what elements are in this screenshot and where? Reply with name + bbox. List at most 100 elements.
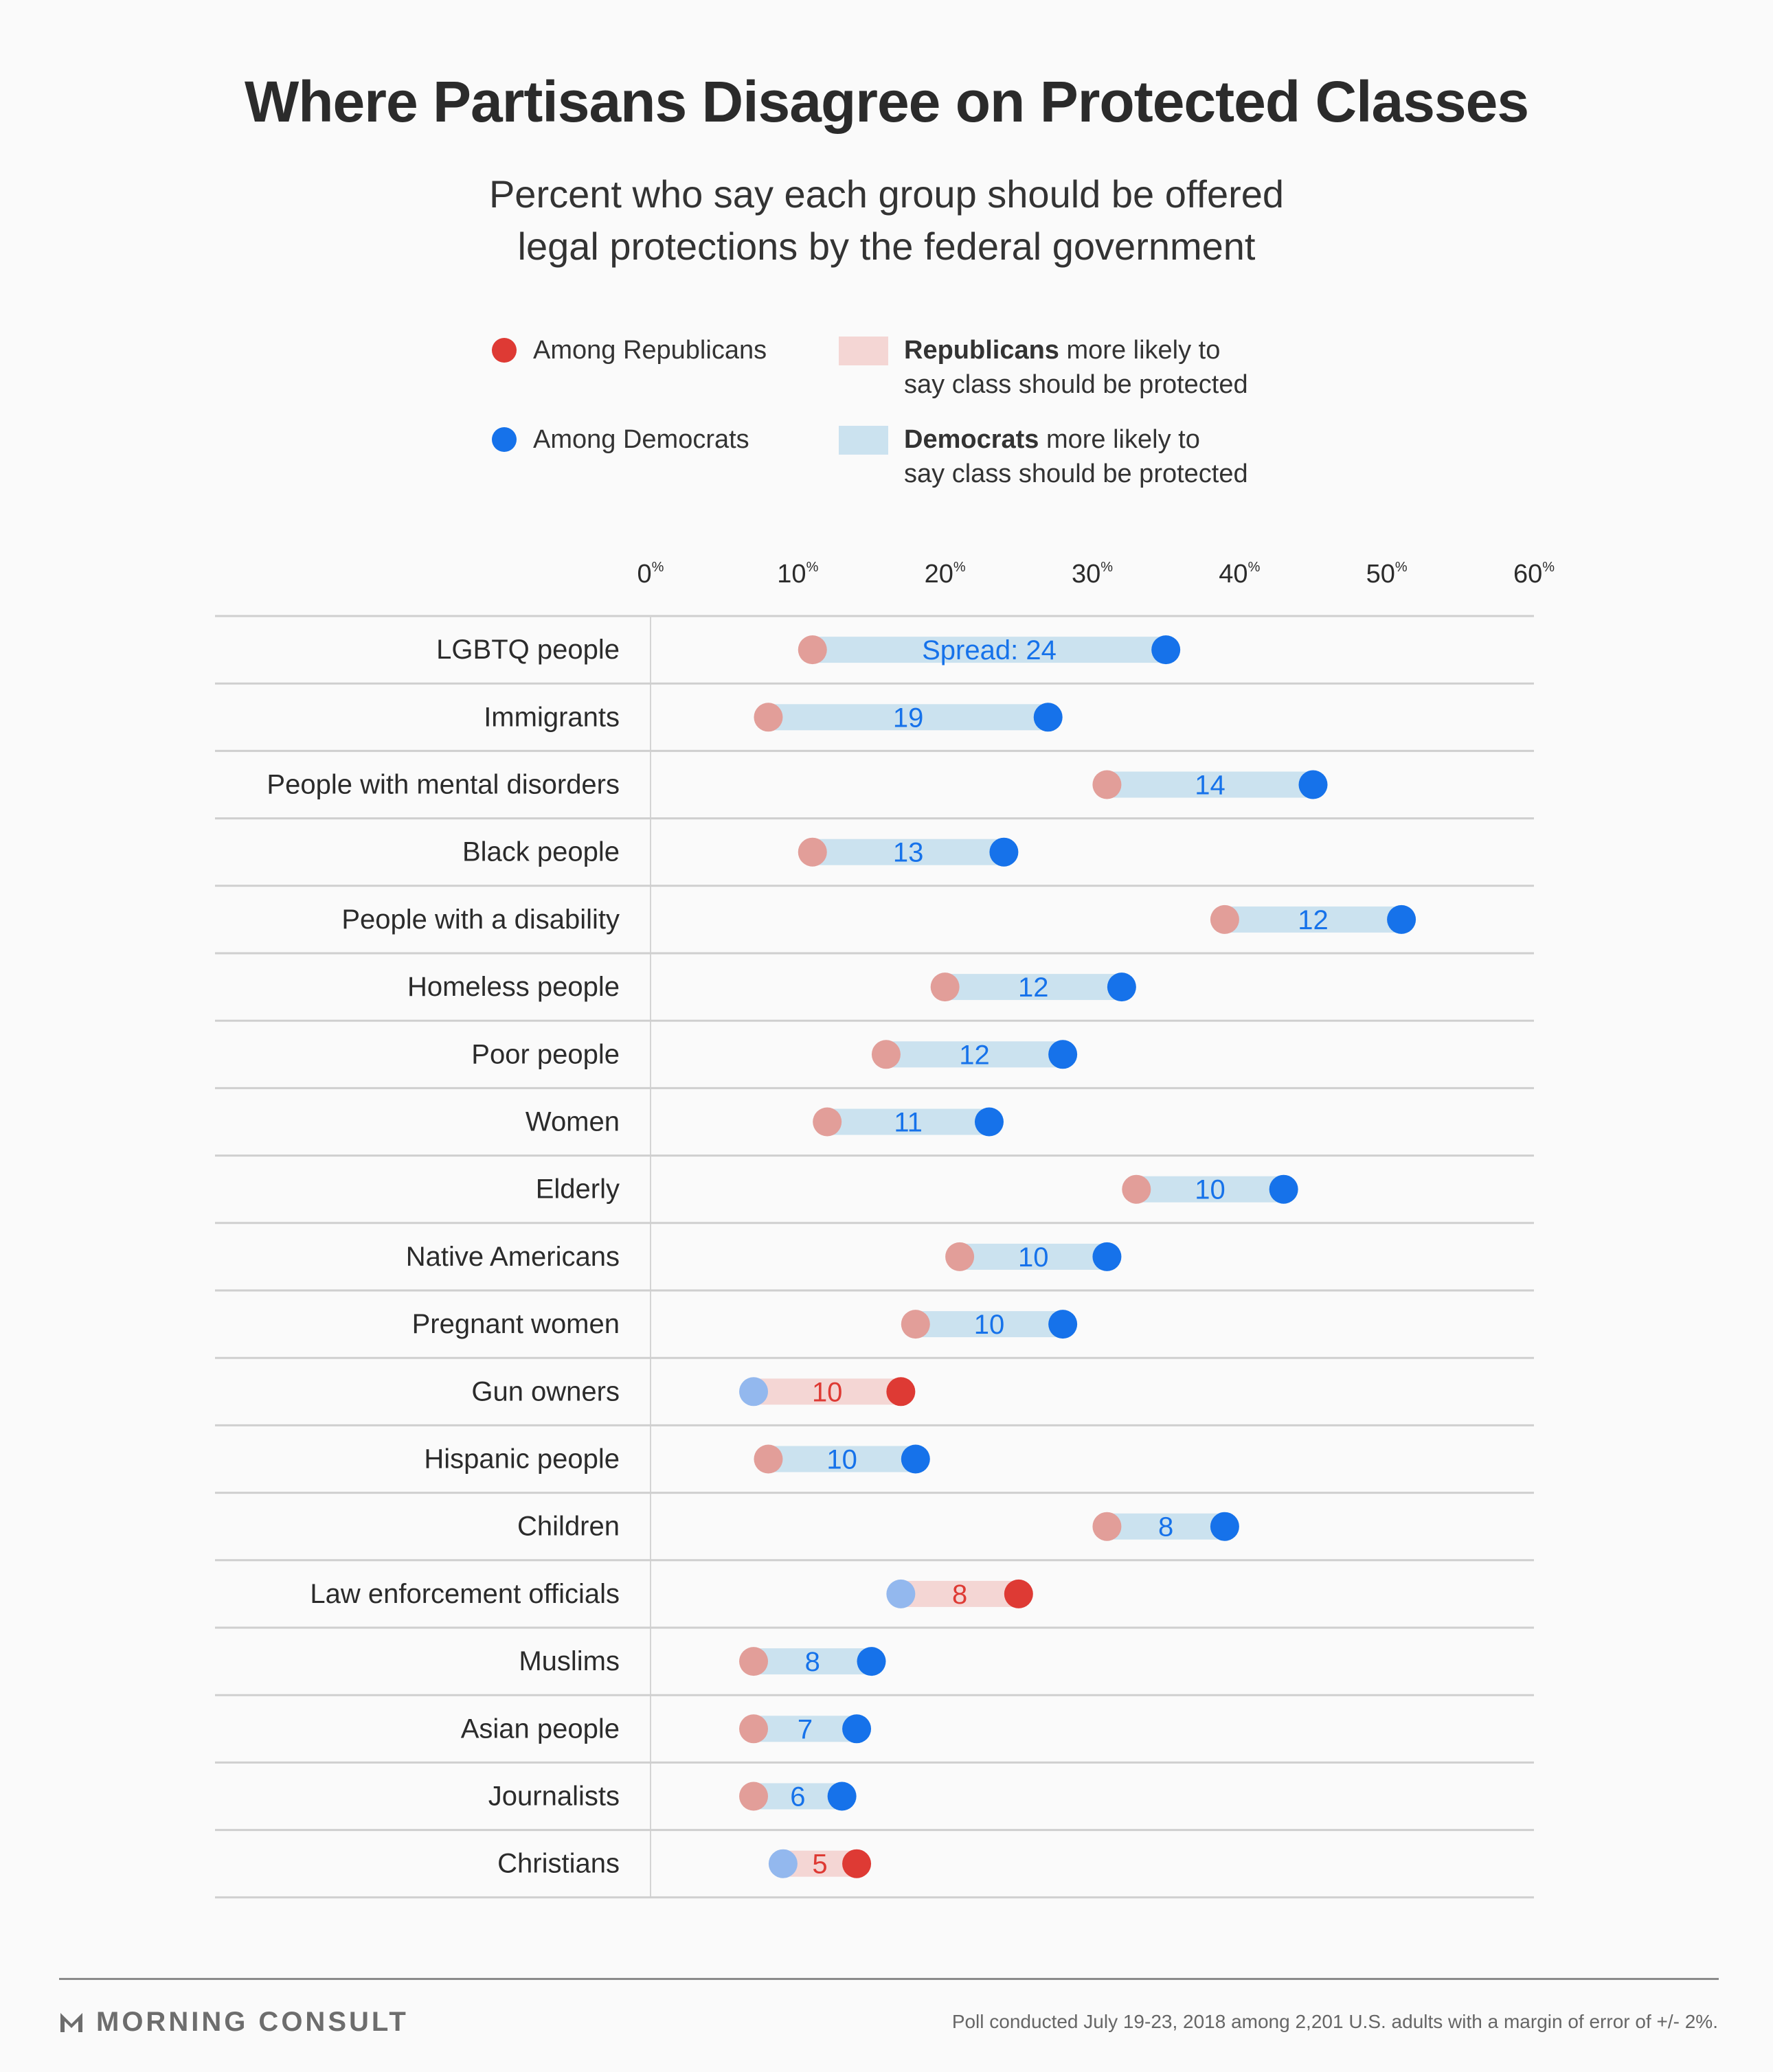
spread-label: 5 <box>812 1849 827 1880</box>
legend-rep-dot-icon <box>492 338 517 363</box>
spread-label: 12 <box>1298 905 1329 935</box>
subtitle-line-2: legal protections by the federal governm… <box>517 225 1256 268</box>
spread-label: 8 <box>1158 1512 1173 1542</box>
dem-dot <box>768 1849 798 1878</box>
x-tick-label: 10% <box>777 560 818 589</box>
dem-dot <box>739 1377 769 1407</box>
spread-label: 10 <box>1018 1242 1049 1273</box>
legend-dem-bar-bold: Democrats <box>904 425 1039 454</box>
legend-rep-bar-line2: say class should be protected <box>904 370 1248 399</box>
dem-dot <box>1107 972 1136 1002</box>
legend-dem-label: Among Democrats <box>533 425 749 454</box>
spread-label: 6 <box>790 1782 805 1812</box>
chart-title: Where Partisans Disagree on Protected Cl… <box>244 69 1529 134</box>
row-label: Native Americans <box>406 1242 620 1272</box>
spread-label: 10 <box>1195 1175 1226 1205</box>
legend-dem-bar-swatch <box>839 426 888 455</box>
spread-bar <box>960 1243 1107 1270</box>
rep-dot <box>1210 904 1239 934</box>
spread-bar <box>945 974 1122 1001</box>
x-tick-label: 30% <box>1072 560 1113 589</box>
spread-bar <box>754 1783 842 1810</box>
rep-dot <box>1004 1579 1033 1608</box>
rep-dot <box>754 703 783 732</box>
spread-bar <box>754 1716 857 1742</box>
spread-bar <box>1107 771 1313 798</box>
spread-bar <box>754 1378 901 1405</box>
spread-label: 10 <box>974 1310 1005 1340</box>
legend-dem-bar-label: Democrats more likely to say class shoul… <box>904 422 1248 491</box>
row-label: Women <box>526 1107 620 1137</box>
spread-label: 19 <box>893 703 924 733</box>
row-label: Elderly <box>536 1174 620 1205</box>
dem-dot <box>1033 703 1063 732</box>
dem-dot <box>1269 1174 1298 1204</box>
legend-rep-label: Among Republicans <box>533 336 767 365</box>
brand-name: MORNING CONSULT <box>96 2007 409 2037</box>
subtitle-line-1: Percent who say each group should be off… <box>488 172 1285 216</box>
row-label: People with a disability <box>341 904 620 935</box>
spread-label: 8 <box>805 1647 820 1677</box>
legend-dem-dot-icon <box>492 427 517 452</box>
row-label: Children <box>517 1512 620 1542</box>
legend-rep-bar-rest: more likely to <box>1059 336 1221 365</box>
x-tick-label: 50% <box>1366 560 1408 589</box>
legend-rep-bar-swatch <box>839 337 888 365</box>
spread-bar <box>754 1648 872 1675</box>
dem-dot <box>1151 635 1181 665</box>
spread-bar <box>915 1311 1063 1338</box>
row-label: Pregnant women <box>412 1309 620 1339</box>
spread-label: 12 <box>1018 972 1049 1003</box>
row-label: Asian people <box>461 1714 620 1744</box>
dem-dot <box>989 837 1019 867</box>
legend-dem-bar-line2: say class should be protected <box>904 459 1248 488</box>
row-label: Journalists <box>488 1781 620 1812</box>
dem-dot <box>842 1714 872 1744</box>
dumbbell-chart: 0% 10% 20% 30% 40% 50% 60% LGBTQ people Spread: … <box>215 560 1555 1899</box>
spread-bar <box>1224 906 1402 933</box>
rep-dot <box>945 1242 975 1271</box>
row-label: Law enforcement officials <box>310 1579 620 1609</box>
brand-logo: MORNING CONSULT <box>59 2007 409 2038</box>
row-label: Black people <box>462 837 620 867</box>
dem-dot <box>901 1444 930 1474</box>
dem-dot <box>857 1647 886 1676</box>
row-label: Gun owners <box>471 1376 620 1407</box>
spread-label: Spread: 24 <box>922 635 1057 665</box>
row-label: People with mental disorders <box>267 770 620 800</box>
dem-dot <box>1298 770 1328 799</box>
dem-dot <box>1048 1040 1078 1069</box>
rep-dot <box>798 837 827 867</box>
spread-label: 12 <box>959 1040 990 1070</box>
row-label: Christians <box>497 1849 620 1879</box>
row-label: Homeless people <box>407 972 620 1002</box>
spread-label: 13 <box>893 838 924 868</box>
rep-dot <box>739 1781 769 1811</box>
row-label: Poor people <box>471 1039 620 1069</box>
spread-bar <box>1136 1176 1284 1203</box>
spread-bar <box>901 1580 1019 1607</box>
x-tick-label: 40% <box>1219 560 1260 589</box>
dem-dot <box>974 1107 1004 1137</box>
rep-dot <box>1092 770 1122 799</box>
x-tick-label: 60% <box>1513 560 1555 589</box>
spread-bar <box>768 1446 916 1472</box>
row-label: Muslims <box>519 1646 620 1676</box>
x-tick-label: 20% <box>925 560 966 589</box>
legend-rep-bar-bold: Republicans <box>904 336 1059 365</box>
rep-dot <box>813 1107 842 1137</box>
spread-label: 7 <box>798 1714 813 1744</box>
dem-dot <box>1387 904 1416 934</box>
spread-bar <box>827 1108 989 1135</box>
dem-dot <box>1092 1242 1122 1271</box>
x-tick-label: 0% <box>637 560 664 589</box>
dem-dot <box>827 1781 857 1811</box>
rep-dot <box>901 1310 930 1339</box>
dem-dot <box>886 1579 916 1608</box>
spread-bar <box>768 704 1048 731</box>
rep-dot <box>930 972 960 1002</box>
rep-dot <box>739 1714 769 1744</box>
legend-rep-bar-label: Republicans more likely to say class sho… <box>904 333 1248 402</box>
rep-dot <box>1122 1174 1151 1204</box>
spread-label: 11 <box>894 1108 923 1138</box>
